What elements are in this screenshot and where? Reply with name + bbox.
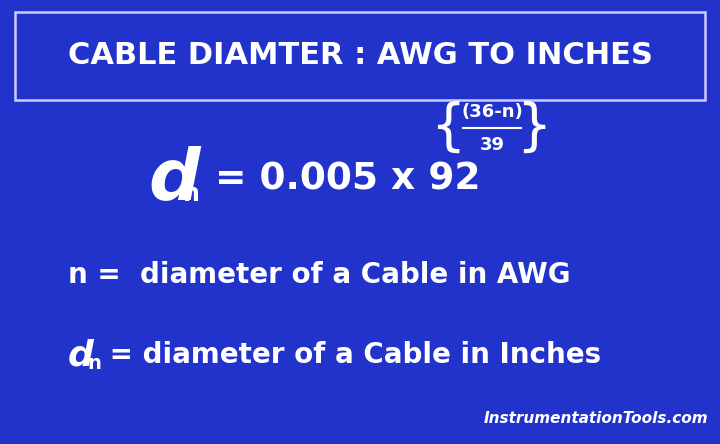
Text: n =  diameter of a Cable in AWG: n = diameter of a Cable in AWG bbox=[68, 261, 570, 289]
Text: n: n bbox=[87, 353, 101, 373]
Text: n: n bbox=[183, 182, 200, 206]
Text: {: { bbox=[431, 101, 466, 155]
Text: InstrumentationTools.com: InstrumentationTools.com bbox=[483, 411, 708, 426]
Text: d: d bbox=[68, 338, 94, 372]
FancyBboxPatch shape bbox=[15, 12, 705, 100]
Text: }: } bbox=[516, 101, 552, 155]
Text: = 0.005 x 92: = 0.005 x 92 bbox=[202, 162, 480, 198]
Text: = diameter of a Cable in Inches: = diameter of a Cable in Inches bbox=[100, 341, 601, 369]
Text: 39: 39 bbox=[480, 136, 505, 154]
Text: CABLE DIAMTER : AWG TO INCHES: CABLE DIAMTER : AWG TO INCHES bbox=[68, 41, 652, 71]
Text: (36-n): (36-n) bbox=[461, 103, 523, 121]
Text: d: d bbox=[148, 146, 199, 214]
